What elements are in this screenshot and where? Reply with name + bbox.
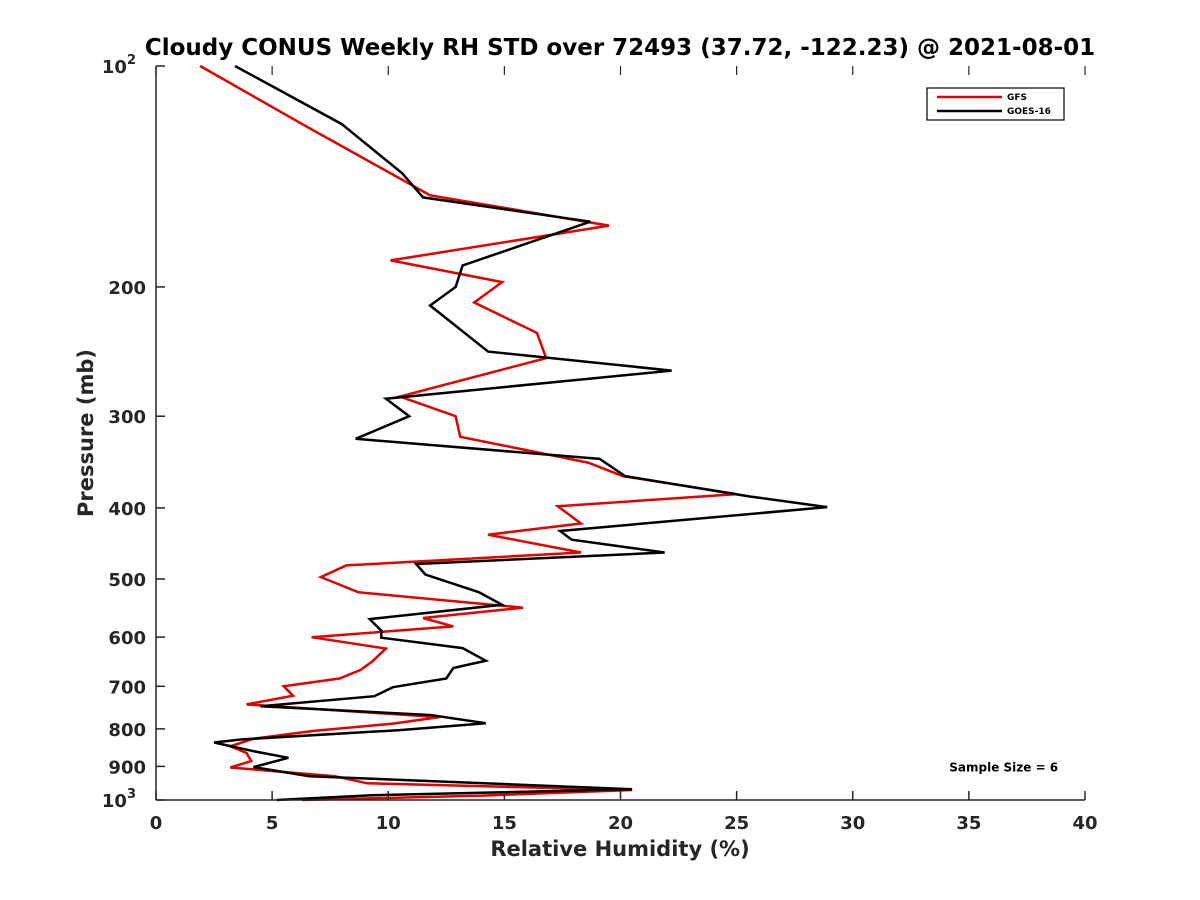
x-tick-label: 30: [840, 813, 865, 834]
legend-box: [926, 87, 1065, 121]
series-line-goes16: [213, 64, 828, 802]
y-tick-label: 700: [108, 677, 146, 698]
legend-label-gfs: GFS: [1007, 93, 1027, 103]
y-tick-label: 400: [108, 499, 146, 520]
y-tick-exponent: 2: [127, 53, 136, 68]
y-tick-exponent: 3: [127, 787, 136, 802]
x-tick-label: 15: [492, 813, 517, 834]
x-tick-label: 25: [724, 813, 749, 834]
y-axis-label: Pressure (mb): [74, 349, 98, 517]
series-line-gfs: [199, 64, 737, 802]
x-axis-label: Relative Humidity (%): [490, 837, 749, 861]
x-tick-label: 0: [150, 813, 163, 834]
x-tick-label: 20: [608, 813, 633, 834]
y-tick-label: 600: [108, 628, 146, 649]
sample-size-annotation: Sample Size = 6: [949, 760, 1058, 774]
legend-label-goes16: GOES-16: [1007, 107, 1051, 117]
y-tick-label: 200: [108, 278, 146, 299]
x-ticks: 0 5 10 15 20 25 30 35 40: [150, 66, 1098, 834]
legend: GFS GOES-16: [926, 87, 1065, 121]
y-tick-label: 500: [108, 570, 146, 591]
y-tick-label: 800: [108, 720, 146, 741]
x-tick-label: 10: [376, 813, 401, 834]
y-tick-label: 900: [108, 757, 146, 778]
chart-title: Cloudy CONUS Weekly RH STD over 72493 (3…: [145, 35, 1095, 61]
x-tick-label: 5: [266, 813, 279, 834]
x-tick-label: 40: [1072, 813, 1097, 834]
plot-area: [156, 66, 1085, 800]
series-layer: [199, 64, 828, 802]
x-tick-label: 35: [956, 813, 981, 834]
y-tick-label: 300: [108, 407, 146, 428]
